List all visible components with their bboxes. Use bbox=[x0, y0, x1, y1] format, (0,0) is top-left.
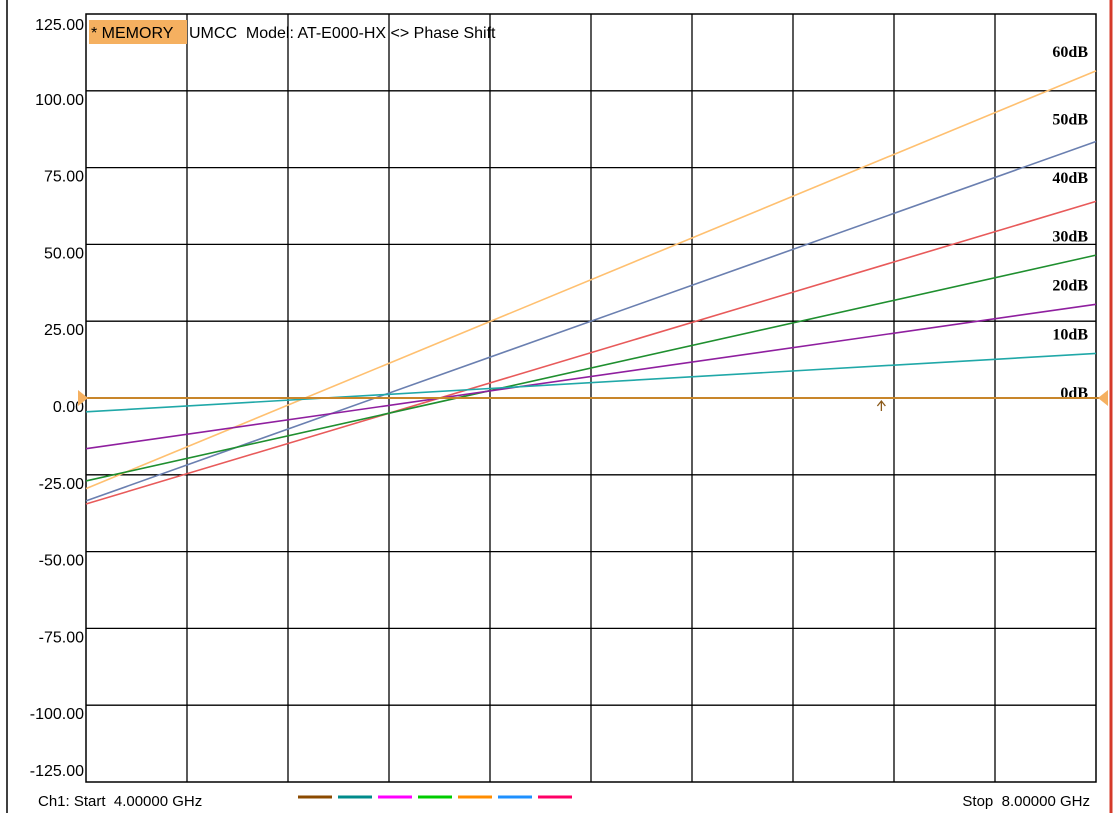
reference-marker-right[interactable] bbox=[1098, 390, 1108, 406]
y-tick-label: -100.00 bbox=[30, 706, 84, 723]
y-tick-label: 125.00 bbox=[35, 17, 84, 34]
sweep-start: Ch1: Start 4.00000 GHz bbox=[38, 793, 202, 810]
reference-line bbox=[78, 390, 1108, 411]
sweep-stop: Stop 8.00000 GHz bbox=[962, 793, 1090, 810]
series-line-20dB bbox=[85, 303, 1097, 450]
series-label-40dB: 40dB bbox=[1052, 170, 1088, 187]
reference-marker-left[interactable] bbox=[78, 390, 88, 406]
y-tick-label: 0.00 bbox=[53, 399, 84, 416]
y-tick-label: -125.00 bbox=[30, 763, 84, 780]
series-label-30dB: 30dB bbox=[1052, 228, 1088, 245]
series-line-10dB bbox=[85, 352, 1097, 413]
series-label-60dB: 60dB bbox=[1052, 44, 1088, 61]
marker-arrow-icon[interactable] bbox=[876, 399, 886, 411]
series-line-60dB bbox=[85, 70, 1097, 490]
y-tick-label: 75.00 bbox=[44, 169, 84, 186]
y-tick-label: 25.00 bbox=[44, 322, 84, 339]
y-tick-label: 50.00 bbox=[44, 245, 84, 262]
y-tick-label: -50.00 bbox=[39, 553, 84, 570]
series-line-30dB bbox=[85, 254, 1097, 482]
series-line-50dB bbox=[85, 140, 1097, 502]
series-label-10dB: 10dB bbox=[1052, 327, 1088, 344]
series-label-0dB: 0dB bbox=[1060, 385, 1088, 402]
memory-badge-bg bbox=[89, 20, 187, 44]
y-tick-label: -75.00 bbox=[39, 629, 84, 646]
series-label-50dB: 50dB bbox=[1052, 112, 1088, 129]
memory-badge: * MEMORY bbox=[91, 25, 174, 42]
series-label-20dB: 20dB bbox=[1052, 277, 1088, 294]
series-line-40dB bbox=[85, 200, 1097, 505]
y-axis-ticks: 125.00 100.00 75.00 50.00 25.00 0.00 -25.00 -50… bbox=[30, 17, 84, 780]
y-tick-label: -25.00 bbox=[39, 476, 84, 493]
y-tick-label: 100.00 bbox=[35, 92, 84, 109]
series-lines bbox=[85, 70, 1097, 505]
chart-title: UMCC Model: AT-E000-HX <> Phase Shift bbox=[189, 25, 496, 42]
